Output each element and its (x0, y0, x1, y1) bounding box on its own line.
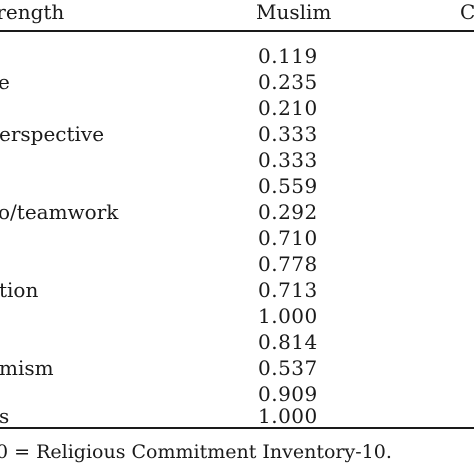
table-row: tion 0.713 (0, 278, 474, 302)
row-label: mism (0, 356, 54, 380)
table-bottom-rule (0, 427, 474, 429)
header-rule (0, 30, 474, 32)
table-row: 0.909 (0, 382, 474, 406)
row-value-muslim: 0.537 (258, 356, 318, 380)
row-label: o/teamwork (0, 200, 119, 224)
row-value-muslim: 0.814 (258, 330, 318, 354)
table-row: 0.814 (0, 330, 474, 354)
row-value-muslim: 0.333 (258, 122, 318, 146)
table-footnote: 0 = Religious Commitment Inventory-10. (0, 441, 392, 463)
row-value-muslim: 0.778 (258, 252, 318, 276)
row-value-muslim: 0.333 (258, 148, 318, 172)
row-value-muslim: 0.235 (258, 70, 318, 94)
row-label: s (0, 404, 10, 428)
column-header-muslim: Muslim (256, 0, 332, 24)
table-header-row: strength Muslim C (0, 0, 474, 28)
table-row: 0.778 (0, 252, 474, 276)
row-label: e (0, 70, 10, 94)
table-row: o/teamwork 0.292 (0, 200, 474, 224)
row-value-muslim: 1.000 (258, 404, 318, 428)
row-label: tion (0, 278, 39, 302)
table-row: s 1.000 (0, 404, 474, 428)
column-header-strength: strength (0, 0, 65, 24)
row-value-muslim: 1.000 (258, 304, 318, 328)
row-value-muslim: 0.210 (258, 96, 318, 120)
column-header-next: C (460, 0, 474, 24)
table-row: 0.210 (0, 96, 474, 120)
row-value-muslim: 0.713 (258, 278, 318, 302)
table-row: 0.333 (0, 148, 474, 172)
table-row: e 0.235 (0, 70, 474, 94)
row-value-muslim: 0.119 (258, 44, 318, 68)
table-row: 0.710 (0, 226, 474, 250)
table-row: 0.559 (0, 174, 474, 198)
row-label: erspective (0, 122, 105, 146)
table-row: mism 0.537 (0, 356, 474, 380)
table-row: 0.119 (0, 44, 474, 68)
row-value-muslim: 0.292 (258, 200, 318, 224)
row-value-muslim: 0.559 (258, 174, 318, 198)
table-row: erspective 0.333 (0, 122, 474, 146)
table-row: 1.000 (0, 304, 474, 328)
row-value-muslim: 0.909 (258, 382, 318, 406)
row-value-muslim: 0.710 (258, 226, 318, 250)
